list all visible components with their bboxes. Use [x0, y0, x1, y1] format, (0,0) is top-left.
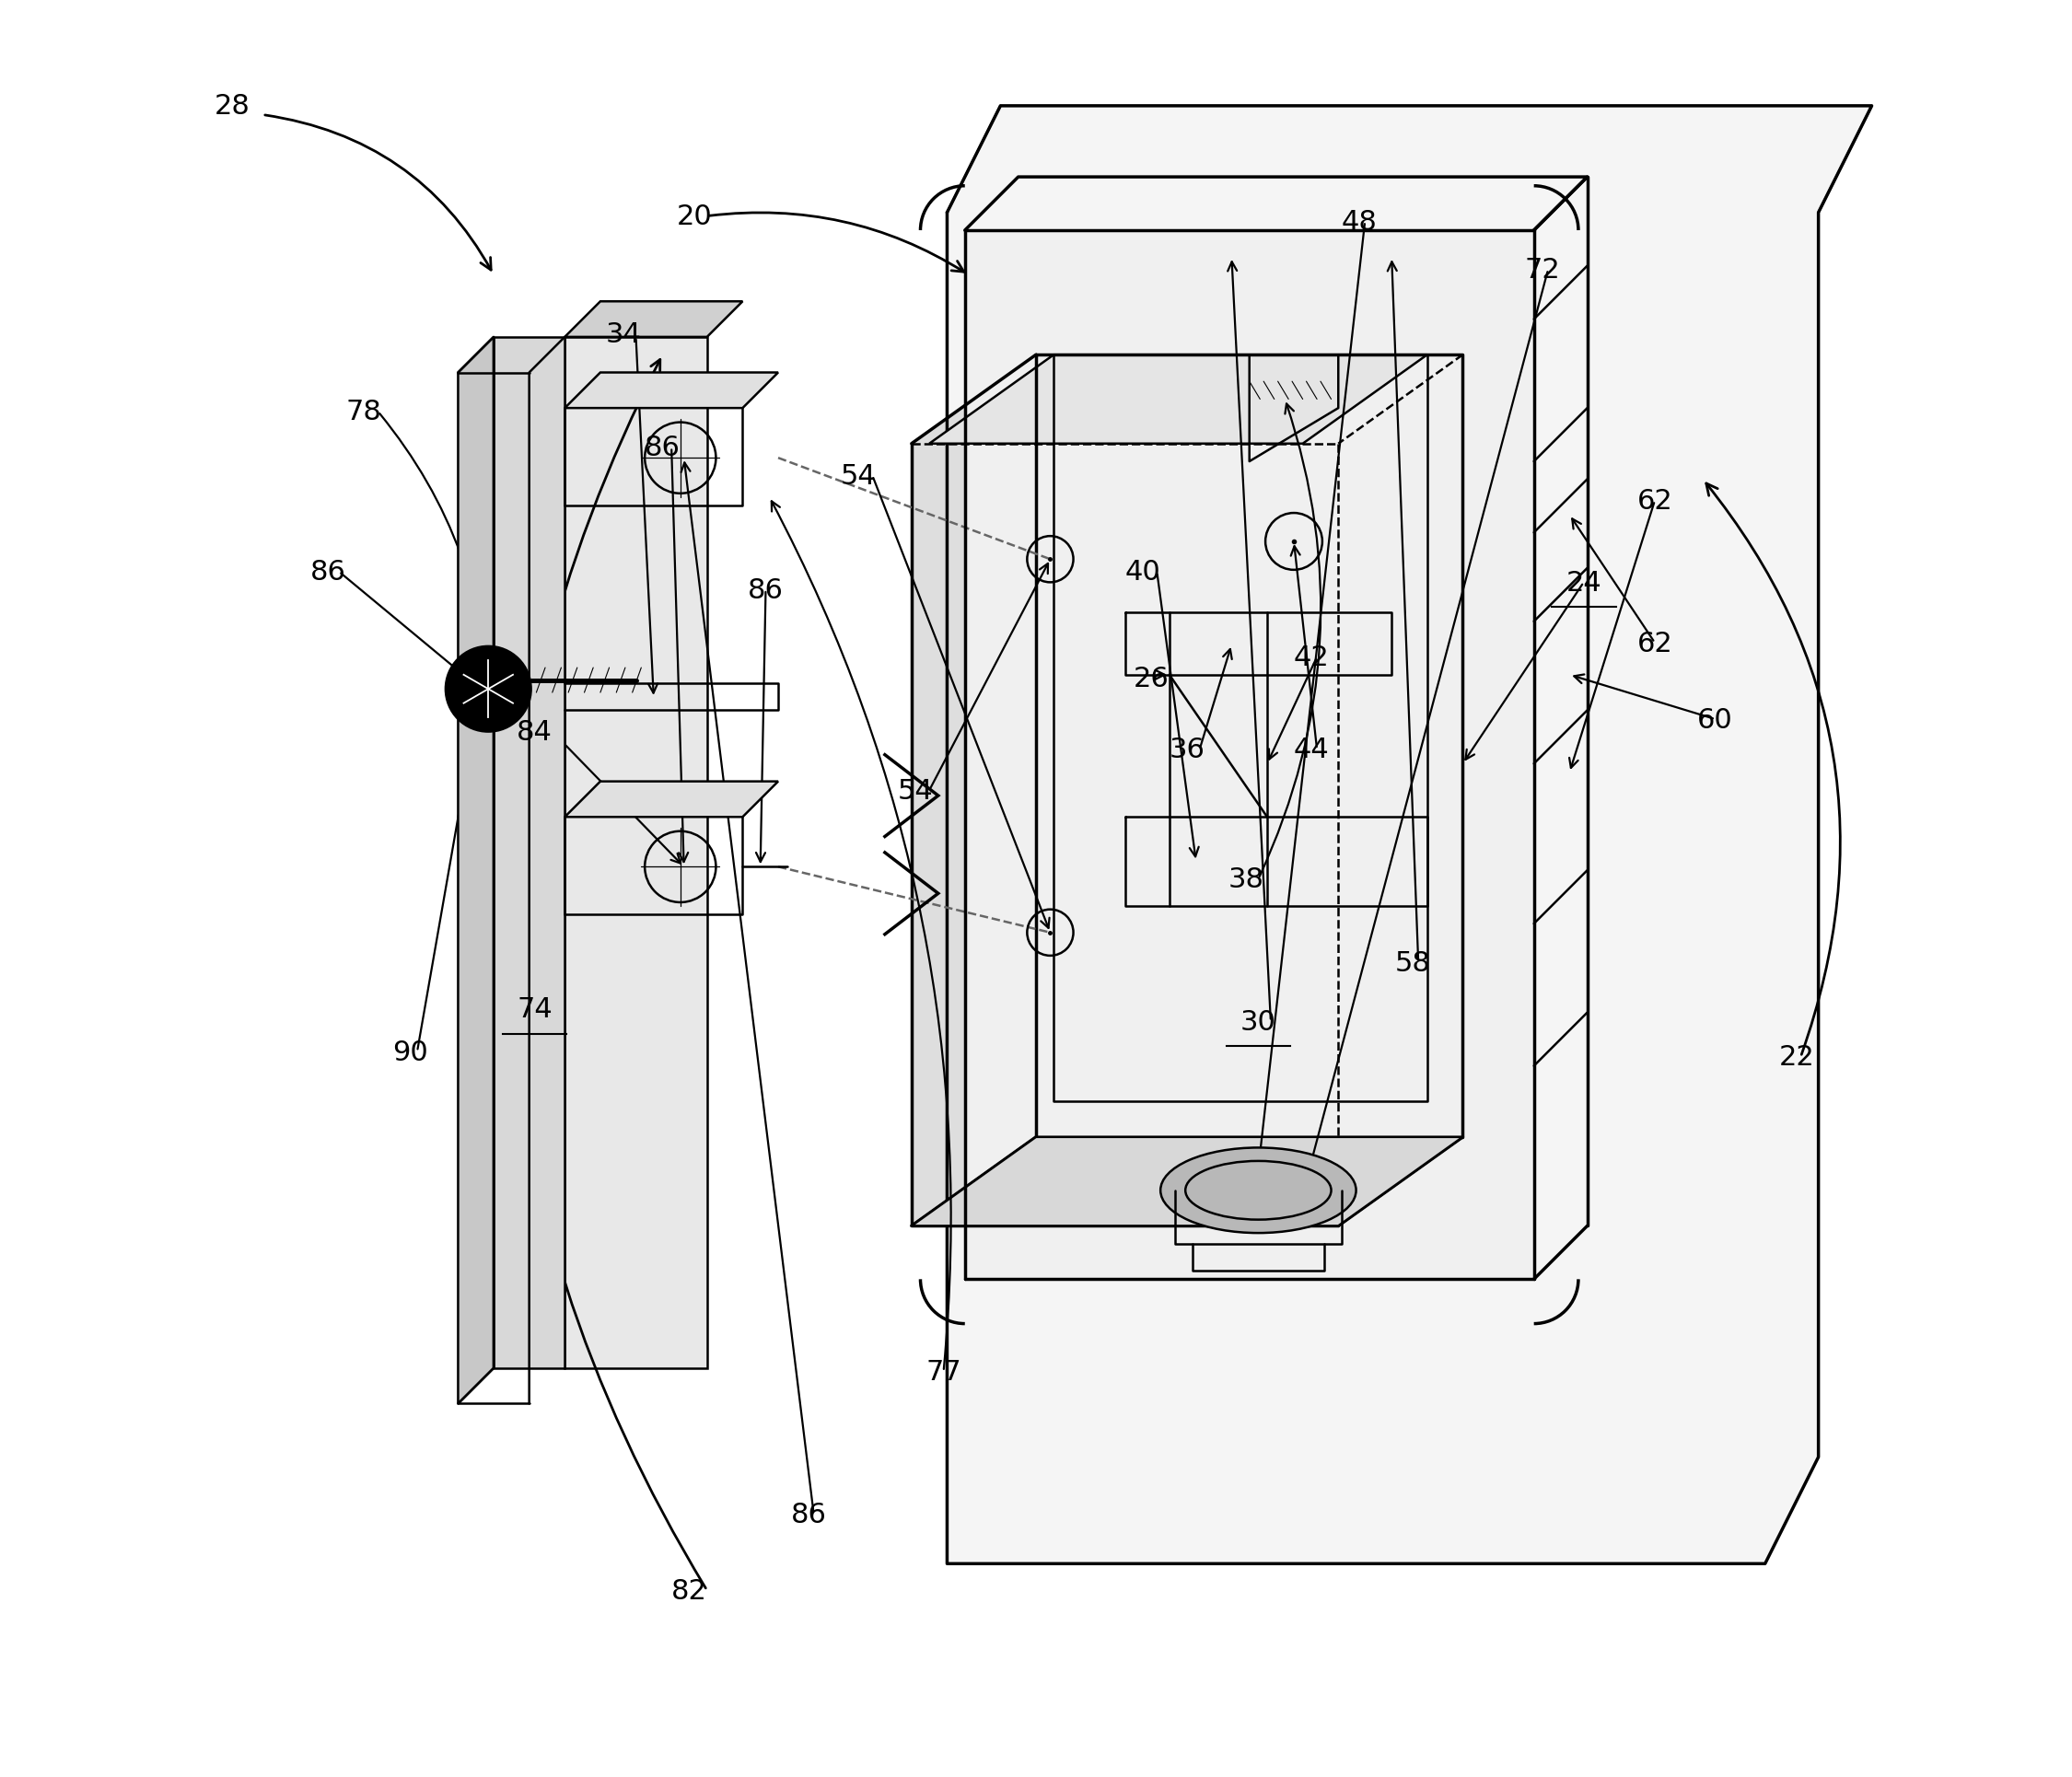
Polygon shape: [566, 302, 742, 338]
Polygon shape: [1036, 355, 1463, 1137]
Text: 86: 86: [311, 558, 346, 586]
Polygon shape: [912, 1137, 1463, 1226]
Text: 86: 86: [644, 434, 680, 462]
Polygon shape: [912, 355, 1036, 1226]
Text: 90: 90: [392, 1038, 429, 1066]
Text: 84: 84: [516, 718, 553, 746]
Text: 82: 82: [671, 1576, 707, 1605]
Text: 54: 54: [897, 777, 932, 805]
Polygon shape: [912, 1137, 1463, 1226]
Text: 62: 62: [1637, 487, 1672, 515]
Text: 86: 86: [748, 576, 783, 604]
Text: 40: 40: [1125, 558, 1160, 586]
Text: 38: 38: [1229, 865, 1264, 894]
Polygon shape: [566, 338, 707, 1368]
Text: 42: 42: [1293, 643, 1330, 672]
Text: 28: 28: [213, 92, 251, 121]
Text: 22: 22: [1780, 1043, 1815, 1072]
Text: 24: 24: [1566, 569, 1602, 597]
Text: 77: 77: [926, 1358, 961, 1386]
Polygon shape: [458, 338, 493, 1404]
Text: 36: 36: [1169, 736, 1206, 764]
Text: 74: 74: [516, 995, 553, 1024]
Polygon shape: [566, 373, 779, 409]
Text: 86: 86: [792, 1500, 827, 1528]
Text: 62: 62: [1637, 629, 1672, 657]
Ellipse shape: [1160, 1148, 1355, 1233]
Text: 48: 48: [1343, 208, 1378, 236]
Text: 34: 34: [605, 320, 642, 348]
Polygon shape: [566, 782, 779, 817]
Text: 26: 26: [1133, 665, 1169, 693]
Text: 20: 20: [678, 203, 713, 231]
Text: 58: 58: [1394, 949, 1432, 977]
Polygon shape: [930, 355, 1428, 444]
Polygon shape: [493, 338, 566, 1368]
Text: 44: 44: [1293, 736, 1330, 764]
Polygon shape: [966, 231, 1533, 1279]
Circle shape: [445, 647, 530, 732]
Text: 54: 54: [841, 462, 876, 490]
Polygon shape: [947, 107, 1871, 1564]
Text: 72: 72: [1525, 256, 1560, 284]
Text: 78: 78: [346, 398, 381, 426]
Text: 60: 60: [1697, 705, 1732, 734]
Text: 30: 30: [1241, 1008, 1276, 1036]
